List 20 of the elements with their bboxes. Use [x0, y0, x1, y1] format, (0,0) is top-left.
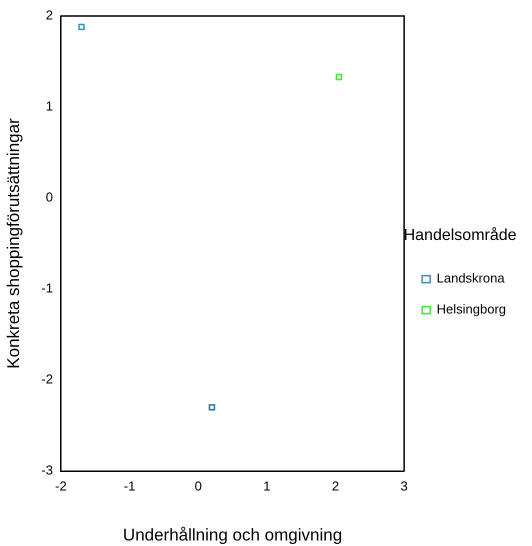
- legend-label: Landskrona: [436, 270, 506, 286]
- x-tick-label: -1: [124, 478, 136, 494]
- x-tick-label: 2: [332, 478, 340, 494]
- legend-title: Handelsområde: [404, 226, 517, 244]
- y-tick-label: 0: [46, 190, 53, 205]
- y-tick-label: -3: [41, 462, 53, 478]
- y-tick-label: 2: [46, 8, 53, 23]
- point: [78, 24, 85, 30]
- x-tick-label: 0: [194, 478, 202, 494]
- x-tick-label: 1: [263, 478, 270, 494]
- y-tick-label: -1: [41, 280, 53, 296]
- point: [336, 74, 342, 80]
- x-tick-label: 3: [400, 478, 408, 494]
- legend-label: Helsingborg: [436, 302, 506, 317]
- point: [208, 404, 216, 411]
- x-tick-label: -2: [55, 478, 67, 494]
- y-tick-label: -2: [41, 372, 53, 387]
- x-axis-title: Underhållning och omgivning: [122, 525, 342, 544]
- y-axis-title: Konkreta shoppingförutsättningar: [4, 118, 23, 369]
- y-tick-label: 1: [46, 98, 53, 114]
